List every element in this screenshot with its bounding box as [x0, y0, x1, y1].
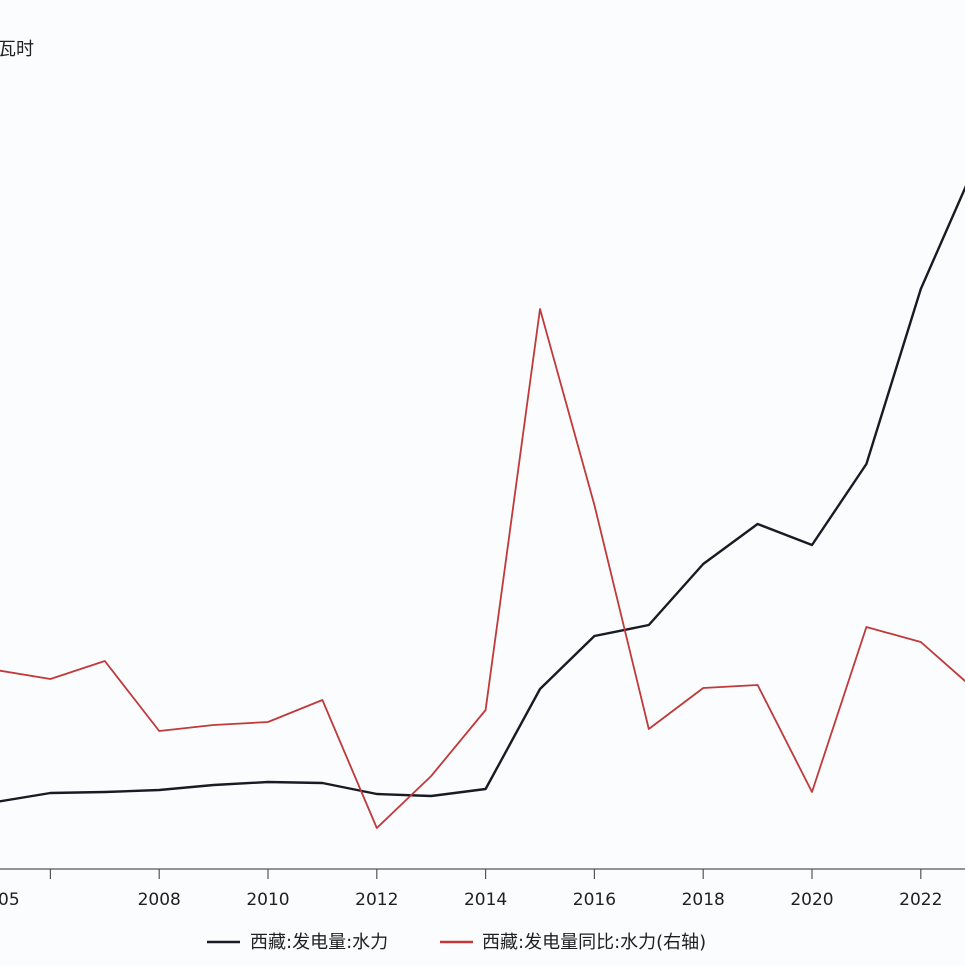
legend-label-hydro-generation: 西藏:发电量:水力: [250, 932, 388, 953]
series-line-hydro-generation: [0, 185, 965, 803]
x-tick-label-2018: 2018: [682, 890, 725, 910]
x-axis-ticks: [49, 869, 922, 879]
x-tick-label-2022: 2022: [899, 890, 942, 910]
x-tick-label-2008: 2008: [138, 890, 181, 910]
x-tick-label-2014: 2014: [464, 890, 507, 910]
legend: 西藏:发电量:水力 西藏:发电量同比:水力(右轴): [207, 932, 706, 953]
series-line-hydro-yoy: [0, 308, 965, 829]
x-tick-label-05: 05: [0, 890, 20, 910]
x-tick-label-2016: 2016: [573, 890, 616, 910]
x-tick-label-2010: 2010: [246, 890, 289, 910]
y-axis-unit-label: 瓦时: [0, 39, 34, 60]
legend-label-hydro-yoy: 西藏:发电量同比:水力(右轴): [482, 932, 706, 953]
x-axis-tick-labels: 05 2008 2010 2012 2014 2016 2018 2020 2022: [0, 890, 942, 910]
x-tick-label-2012: 2012: [355, 890, 398, 910]
x-tick-label-2020: 2020: [790, 890, 833, 910]
series-lines: [0, 185, 965, 829]
